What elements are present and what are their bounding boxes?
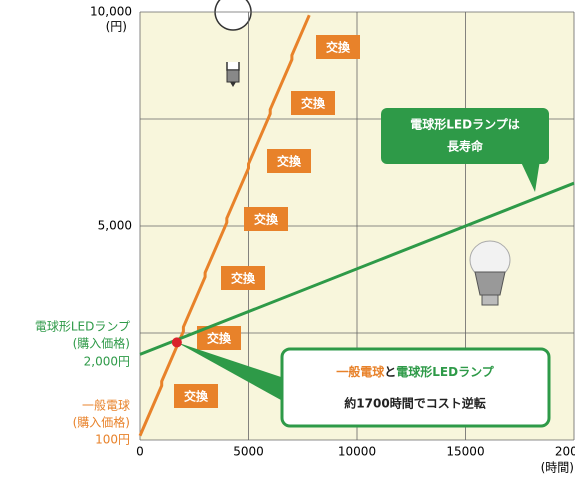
replace-label: 交換 — [207, 331, 232, 346]
x-tick-label: 20000 — [555, 445, 575, 459]
x-tick-label: 10000 — [338, 445, 376, 459]
callout-line: 長寿命 — [447, 139, 484, 154]
replace-label: 交換 — [231, 271, 256, 286]
x-tick-label: 5000 — [233, 445, 264, 459]
x-tick-label: 15000 — [446, 445, 484, 459]
y-unit: (円) — [106, 20, 127, 34]
callout-box — [381, 108, 549, 164]
series-label: 一般電球 — [82, 398, 130, 413]
series-label: 電球形LEDランプ — [35, 320, 130, 334]
replace-label: 交換 — [184, 389, 209, 404]
x-unit: (時間) — [541, 461, 574, 475]
callout-line: 約1700時間でコスト逆転 — [344, 396, 485, 411]
callout-part: 電球形LEDランプ — [396, 364, 494, 379]
replace-label: 交換 — [277, 154, 302, 169]
y-tick-label: 5,000 — [98, 219, 132, 233]
y-tick-label: 10,000 — [90, 5, 132, 19]
callout-line: 電球形LEDランプは — [410, 117, 519, 132]
chart: 5,000 10,000(円) 0 5000 10000 15000 20000 (時間) 交換… — [0, 0, 575, 478]
replace-label: 交換 — [326, 40, 351, 55]
crossover-point — [172, 337, 182, 347]
callout-line: 一般電球と電球形LEDランプ — [336, 364, 494, 379]
callout-part: と — [384, 365, 396, 379]
callout-part: 一般電球 — [336, 364, 385, 379]
replace-label: 交換 — [254, 212, 279, 227]
series-label: (購入価格) — [73, 415, 130, 430]
series-label: 2,000円 — [84, 355, 130, 369]
series-label: 100円 — [95, 433, 130, 447]
callout-box — [282, 349, 549, 426]
x-tick-label: 0 — [136, 445, 144, 459]
series-label: (購入価格) — [73, 336, 130, 351]
replace-label: 交換 — [301, 96, 326, 111]
